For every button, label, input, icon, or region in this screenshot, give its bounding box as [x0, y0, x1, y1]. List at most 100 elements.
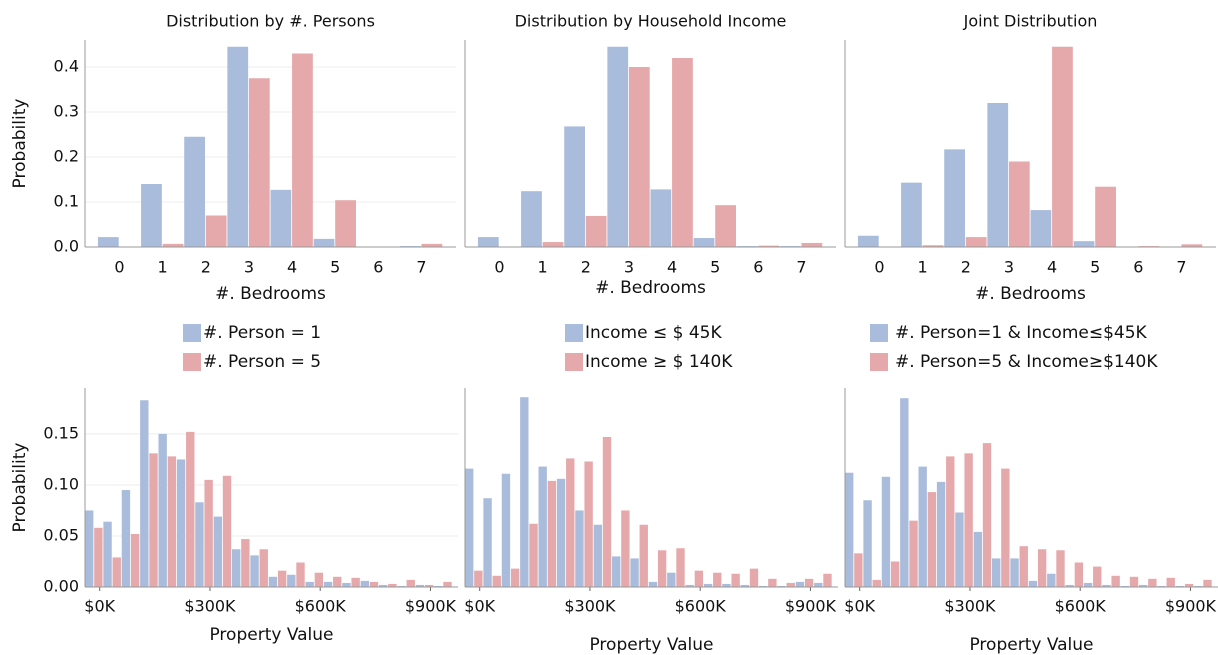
bar [1074, 562, 1084, 587]
x-axis-label: Property Value [589, 635, 713, 655]
bar [667, 572, 676, 587]
bar [1166, 577, 1175, 587]
x-tick-label: 2 [201, 258, 211, 277]
bar [162, 243, 184, 247]
x-tick-label: $0K [84, 597, 115, 616]
bar [1073, 241, 1095, 247]
legend-label: Income ≥ $ 140K [585, 352, 733, 372]
bar [141, 184, 162, 247]
bar [1047, 573, 1056, 587]
bar [1203, 579, 1212, 587]
bar [927, 492, 937, 587]
bar [167, 456, 177, 587]
x-axis-label: #. Bedrooms [215, 284, 326, 304]
bar [1001, 468, 1010, 587]
bar [955, 512, 964, 587]
bar [112, 557, 121, 587]
x-tick-label: 2 [961, 258, 971, 277]
bar [685, 584, 694, 587]
chart-title: Joint Distribution [963, 12, 1098, 31]
bar [628, 67, 650, 247]
bar [740, 584, 750, 587]
bar [397, 585, 406, 587]
bar [1008, 161, 1030, 247]
bar [602, 436, 612, 587]
bar [1083, 582, 1093, 587]
bar [287, 574, 296, 587]
x-tick-label: 7 [1176, 258, 1186, 277]
y-axis-label: Probability [10, 443, 30, 533]
bar [982, 443, 992, 587]
bar [434, 585, 443, 587]
bar [575, 510, 584, 587]
x-tick-label: 1 [918, 258, 928, 277]
y-tick-label: 0.00 [43, 577, 79, 596]
bar [1157, 585, 1166, 587]
bar [900, 398, 909, 587]
bar [305, 581, 314, 587]
bar [335, 200, 356, 247]
bar [342, 582, 351, 587]
bar [1120, 585, 1130, 587]
bar [585, 215, 607, 247]
y-tick-label: 0.15 [43, 423, 79, 442]
bar [814, 582, 823, 587]
bar [378, 584, 388, 587]
bar [529, 523, 538, 587]
bar [1102, 584, 1111, 587]
bar [657, 550, 667, 587]
bar [1056, 550, 1065, 587]
bar [406, 579, 415, 587]
bar [538, 466, 547, 587]
bar [1010, 558, 1019, 587]
bar [715, 205, 736, 247]
bar [650, 189, 672, 247]
bar [1184, 583, 1194, 587]
bar [607, 46, 629, 247]
bar [944, 149, 965, 247]
bar [768, 578, 777, 587]
bar [351, 577, 360, 587]
x-axis-label: Property Value [969, 635, 1093, 655]
legend-swatch [183, 324, 201, 342]
bar [443, 581, 452, 587]
bar [158, 433, 167, 587]
x-tick-label: 5 [1090, 258, 1100, 277]
chart-title: Distribution by Household Income [515, 12, 787, 31]
bar [1095, 186, 1116, 247]
x-tick-label: $0K [464, 597, 495, 616]
bar [890, 561, 900, 587]
x-tick-label: 5 [330, 258, 340, 277]
x-tick-label: $0K [844, 597, 875, 616]
bar [388, 583, 397, 587]
bar [477, 237, 499, 247]
bar [857, 235, 879, 247]
bar [1129, 576, 1139, 587]
bar [823, 573, 832, 587]
bar [863, 500, 872, 587]
bar [1019, 546, 1028, 587]
bar [1028, 580, 1038, 587]
x-tick-label: 3 [244, 258, 254, 277]
bar [1093, 566, 1102, 587]
bar [292, 53, 313, 247]
bar [205, 215, 227, 247]
y-axis-label: Probability [10, 99, 30, 189]
bar [270, 189, 292, 247]
bar [901, 182, 922, 247]
bar [1052, 46, 1073, 247]
bar [777, 585, 786, 587]
bar [795, 581, 805, 587]
y-tick-label: 0.1 [54, 192, 79, 211]
bar [547, 480, 557, 587]
x-tick-label: 1 [158, 258, 168, 277]
bar [465, 468, 474, 587]
bar [421, 243, 443, 247]
x-tick-label: $600K [295, 597, 347, 616]
bar [965, 237, 987, 247]
x-tick-label: 3 [624, 258, 634, 277]
y-tick-label: 0.2 [54, 147, 79, 166]
x-axis-label: #. Bedrooms [975, 284, 1086, 304]
bar [94, 527, 103, 587]
